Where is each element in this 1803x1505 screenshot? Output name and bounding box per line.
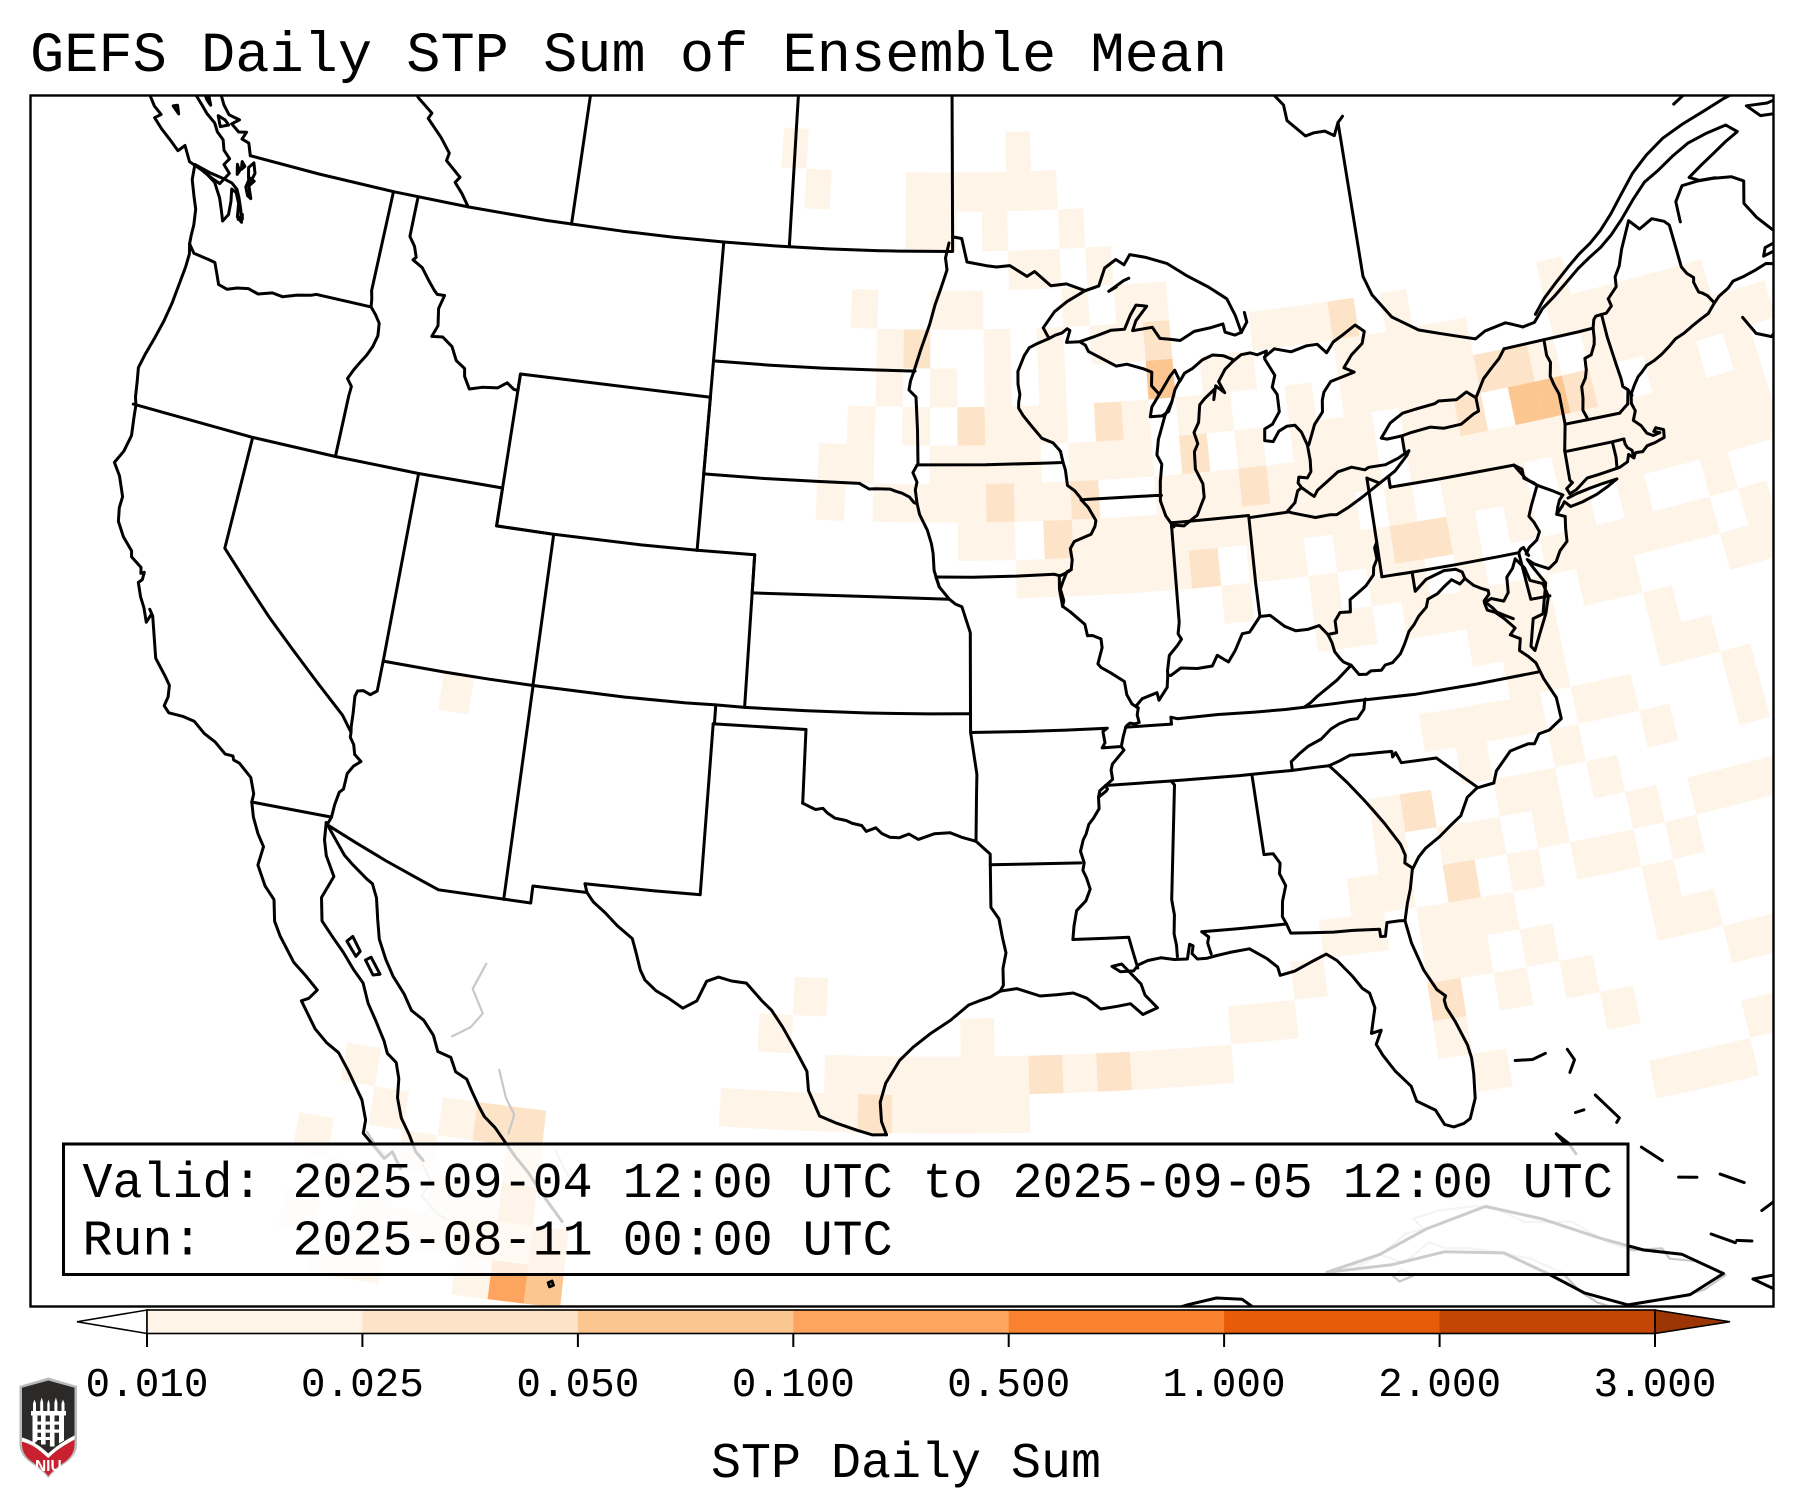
svg-text:NIU: NIU	[35, 1458, 62, 1475]
svg-text:3.000: 3.000	[1593, 1363, 1716, 1409]
svg-text:Run: 2025-08-11 00:00 UTC: Run: 2025-08-11 00:00 UTC	[83, 1214, 893, 1271]
svg-text:GEFS Daily STP Sum of Ensemble: GEFS Daily STP Sum of Ensemble Mean	[30, 25, 1227, 89]
svg-text:2.000: 2.000	[1378, 1363, 1501, 1409]
svg-text:0.010: 0.010	[85, 1363, 208, 1409]
svg-text:0.050: 0.050	[516, 1363, 639, 1409]
svg-text:Valid: 2025-09-04 12:00 UTC to: Valid: 2025-09-04 12:00 UTC to 2025-09-0…	[83, 1156, 1613, 1213]
svg-text:1.000: 1.000	[1163, 1363, 1286, 1409]
svg-text:0.025: 0.025	[301, 1363, 424, 1409]
svg-text:0.500: 0.500	[947, 1363, 1070, 1409]
svg-text:0.100: 0.100	[732, 1363, 855, 1409]
svg-text:STP Daily Sum: STP Daily Sum	[711, 1436, 1101, 1493]
